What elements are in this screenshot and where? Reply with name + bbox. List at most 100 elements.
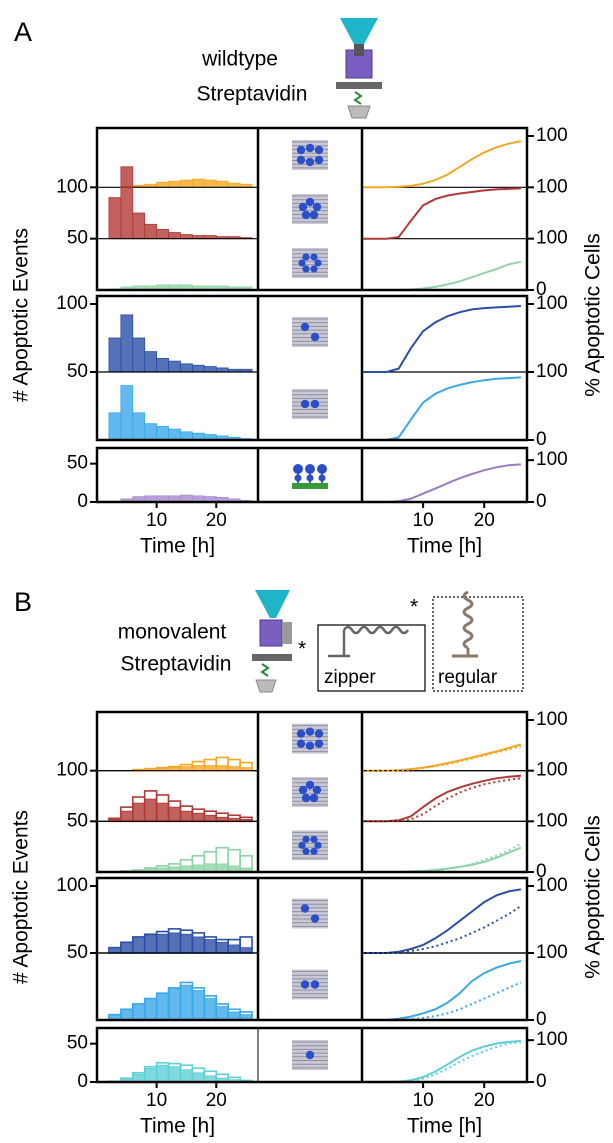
icon-dot <box>301 210 311 220</box>
icon-dot <box>298 259 306 267</box>
curve <box>362 305 521 373</box>
icon-dot <box>310 265 318 273</box>
bar <box>168 932 181 954</box>
icon-dot <box>298 785 308 795</box>
icon-dot <box>294 474 302 482</box>
bar <box>180 1069 193 1083</box>
bar <box>168 360 181 373</box>
icon-dot <box>310 847 318 855</box>
bar <box>180 179 193 188</box>
icon-dot <box>302 265 310 273</box>
y-tick-label: 50 <box>67 453 88 474</box>
icon-dot <box>305 1050 315 1060</box>
y2-axis-label: % Apoptotic Cells <box>582 815 605 978</box>
y-axis-label: # Apoptotic Events <box>10 810 33 984</box>
curve <box>362 846 522 873</box>
surface-icon <box>292 389 328 419</box>
y2-tick-label: 100 <box>536 942 568 963</box>
icon-dot <box>314 155 324 165</box>
y2-axis-label: % Apoptotic Cells <box>582 233 605 396</box>
bar <box>144 223 158 240</box>
bar <box>120 385 134 441</box>
bar <box>168 806 181 822</box>
icon-dot <box>305 157 315 167</box>
bar <box>132 802 146 822</box>
y2-tick-label: 100 <box>536 125 568 146</box>
icon-dot <box>312 202 322 212</box>
bar <box>180 363 193 373</box>
bar <box>215 941 229 954</box>
x-tick-label: 10 <box>146 1090 167 1111</box>
curve <box>362 140 522 189</box>
bar <box>144 998 158 1021</box>
curve <box>362 463 521 503</box>
x-tick-label: 20 <box>474 1090 495 1111</box>
bar <box>215 367 229 373</box>
x-tick-label: 10 <box>146 510 167 531</box>
bar <box>192 178 205 188</box>
bar <box>132 936 146 954</box>
icon-dot <box>309 210 319 220</box>
icon-dot <box>314 259 322 267</box>
x-tick-label: 20 <box>206 510 227 531</box>
x-tick-label: 10 <box>413 510 434 531</box>
y-tick-label: 0 <box>77 491 88 512</box>
bar <box>144 423 158 441</box>
bar <box>203 939 217 954</box>
inset-label: regular <box>438 667 498 688</box>
icon-dot <box>293 464 303 474</box>
y-tick-label: 50 <box>67 361 88 382</box>
icon-dot <box>296 155 306 165</box>
icon-dot <box>309 793 319 803</box>
icon-dot <box>302 253 310 261</box>
bar <box>168 1066 181 1083</box>
curve <box>362 745 522 772</box>
panel-label: B <box>14 587 32 617</box>
x-axis-label: Time [h] <box>407 535 482 558</box>
bar <box>192 936 205 954</box>
y2-tick-label: 0 <box>536 861 547 882</box>
icon-dot <box>302 835 310 843</box>
y2-tick-label: 0 <box>536 491 547 512</box>
bar <box>203 814 217 822</box>
surface-icon <box>292 248 328 278</box>
bar <box>203 179 217 188</box>
x-axis-label: Time [h] <box>407 1115 482 1138</box>
y-tick-label: 50 <box>67 942 88 963</box>
streptavidin-icon <box>336 18 382 119</box>
y-tick-label: 100 <box>56 176 88 197</box>
x-tick-label: 10 <box>413 1090 434 1111</box>
bar <box>156 425 169 441</box>
bar <box>156 229 169 240</box>
bar <box>239 947 253 954</box>
membrane-icon <box>292 483 328 489</box>
icon-dot <box>300 904 310 913</box>
icon-dot <box>314 841 322 849</box>
curve <box>362 777 522 823</box>
bar <box>168 987 181 1021</box>
bar <box>120 1008 134 1021</box>
bar <box>132 337 146 373</box>
asterisk: * <box>410 596 418 619</box>
x-tick-label: 20 <box>474 510 495 531</box>
inset-label: zipper <box>324 667 376 688</box>
surface-icon <box>292 830 328 861</box>
icon-dot <box>314 739 324 748</box>
icon-dot <box>300 980 310 989</box>
y2-tick-label: 0 <box>536 1071 547 1092</box>
regular-icon <box>452 590 478 658</box>
bar <box>180 933 193 954</box>
bar <box>108 197 122 240</box>
bar <box>180 810 193 822</box>
bar <box>215 180 229 188</box>
y-tick-label: 0 <box>77 1071 88 1092</box>
y2-tick-label: 100 <box>536 709 568 730</box>
y2-tick-label: 100 <box>536 176 568 197</box>
bar <box>227 182 241 188</box>
bar <box>192 990 205 1021</box>
x-axis-label: Time [h] <box>140 535 215 558</box>
icon-dot <box>318 474 326 482</box>
bar <box>144 798 158 822</box>
y2-tick-label: 100 <box>536 810 568 831</box>
bar <box>108 337 122 373</box>
